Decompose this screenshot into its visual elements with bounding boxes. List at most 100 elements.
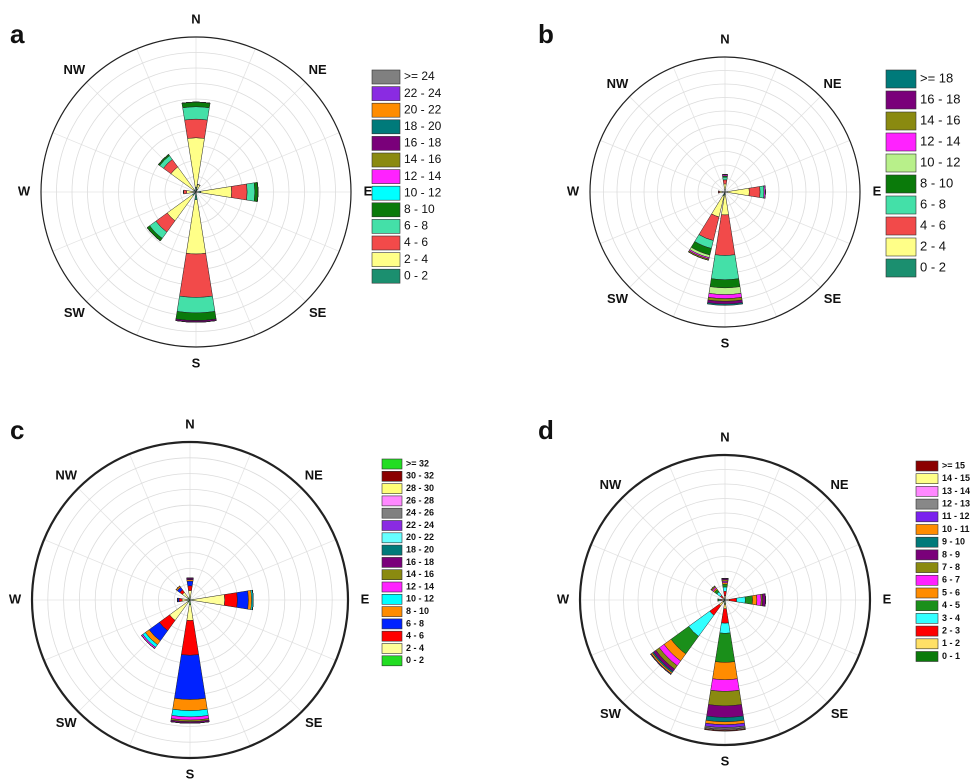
petal-segment: [756, 594, 762, 606]
legend-label: 4 - 6: [406, 631, 424, 641]
legend-swatch: [381, 655, 403, 667]
legend-label: 26 - 28: [406, 495, 434, 505]
petal-segment: [704, 728, 746, 732]
legend-label: 20 - 22: [406, 532, 434, 542]
legend-label: 0 - 2: [920, 259, 946, 274]
legend-label: 24 - 26: [406, 508, 434, 518]
legend-label: 11 - 12: [942, 511, 970, 521]
legend-swatch: [885, 258, 917, 278]
petal-segment: [722, 176, 728, 181]
legend-swatch: [885, 195, 917, 215]
legend-swatch: [885, 132, 917, 152]
petal-segment: [178, 597, 183, 603]
petal-segment: [184, 118, 208, 139]
petal-segment: [706, 704, 744, 718]
legend-label: 7 - 8: [942, 562, 960, 572]
legend-swatch: [885, 153, 917, 173]
panel-label: d: [538, 415, 554, 445]
legend-label: 10 - 12: [920, 154, 960, 169]
direction-label: W: [9, 591, 22, 606]
petal-segment: [146, 227, 161, 242]
petal-segment: [170, 721, 210, 724]
legend-swatch: [371, 119, 401, 135]
legend-label: 2 - 4: [404, 252, 428, 266]
legend-label: 6 - 8: [406, 618, 424, 628]
legend-swatch: [915, 536, 939, 548]
direction-label: SW: [600, 706, 622, 721]
legend-swatch: [371, 152, 401, 168]
direction-label: W: [567, 183, 580, 198]
direction-label: E: [873, 183, 882, 198]
petal-segment: [224, 592, 238, 608]
legend-swatch: [371, 185, 401, 201]
legend-label: 12 - 14: [920, 133, 960, 148]
legend-swatch: [381, 507, 403, 519]
outer-ring: [40, 36, 352, 348]
legend-label: 12 - 14: [406, 581, 434, 591]
legend-label: 14 - 16: [404, 152, 442, 166]
legend-swatch: [381, 630, 403, 642]
legend-swatch: [371, 136, 401, 151]
legend-swatch: [915, 638, 939, 650]
legend-label: 8 - 9: [942, 549, 960, 559]
wind-rose-panel: b N NE E SE S SW W NW 0 - 2 2 - 4 4 - 6 6 - 8 8 - 10 1…: [538, 19, 960, 351]
legend-swatch: [381, 643, 403, 654]
direction-label: NW: [64, 62, 86, 77]
legend-swatch: [885, 111, 917, 131]
legend-swatch: [885, 174, 917, 194]
grid-ring: [603, 70, 847, 314]
petal-segment: [186, 604, 194, 621]
petal-segment: [181, 620, 199, 656]
petal-segment: [729, 597, 737, 603]
legend-swatch: [885, 69, 917, 89]
legend-swatch: [381, 606, 403, 617]
legend-label: 4 - 5: [942, 600, 960, 610]
legend-label: 16 - 18: [920, 91, 960, 106]
legend-label: 14 - 15: [942, 473, 970, 483]
legend-swatch: [915, 651, 939, 662]
legend-label: 0 - 1: [942, 651, 960, 661]
petal-segment: [721, 608, 729, 624]
petal-segment: [722, 586, 728, 592]
legend-swatch: [885, 237, 917, 257]
legend-swatch: [371, 219, 401, 234]
petal-segment: [719, 622, 731, 634]
legend-label: 18 - 20: [404, 119, 442, 133]
legend-swatch: [371, 102, 401, 118]
legend-label: 0 - 2: [404, 268, 428, 282]
direction-label: SE: [309, 305, 327, 320]
petal-segment: [192, 594, 226, 606]
legend-label: 30 - 32: [406, 471, 434, 481]
petal-segment: [174, 654, 206, 700]
direction-label: NW: [55, 468, 77, 483]
petal-segment: [187, 137, 205, 188]
petal-segment: [751, 594, 758, 606]
wind-rose-panel: d N NE E SE S SW W NW 0 - 1 1 - 2 2 - 3 3 - 4 4 - 5 5 …: [538, 415, 970, 769]
direction-label: SE: [305, 715, 323, 730]
legend-swatch: [381, 544, 403, 556]
direction-label: NE: [309, 62, 327, 77]
panel-label: b: [538, 19, 554, 49]
legend-label: 6 - 8: [404, 219, 428, 233]
direction-label: SW: [56, 715, 78, 730]
legend-label: 12 - 14: [404, 169, 442, 183]
petal-segment: [688, 251, 709, 261]
petal-segment: [723, 591, 727, 596]
direction-label: W: [18, 183, 31, 198]
direction-label: N: [185, 416, 194, 431]
petal-segment: [183, 189, 188, 195]
wind-rose-panel: c N NE E SE S SW W NW 0 - 2 2 - 4 4 - 6 6 - 8 8 - 10 1…: [9, 415, 434, 780]
petal-segment: [748, 186, 761, 198]
grid-ring: [56, 52, 336, 332]
legend-label: 1 - 2: [942, 638, 960, 648]
legend-label: 13 - 14: [942, 486, 970, 496]
petal-segment: [158, 154, 169, 165]
legend-swatch: [371, 252, 401, 267]
legend-swatch: [915, 498, 939, 510]
panel-label: a: [10, 19, 25, 49]
legend-swatch: [371, 235, 401, 251]
legend-swatch: [381, 458, 403, 470]
legend-label: 10 - 12: [404, 185, 442, 199]
petal-segment: [710, 254, 740, 281]
legend-label: 16 - 18: [404, 136, 442, 150]
